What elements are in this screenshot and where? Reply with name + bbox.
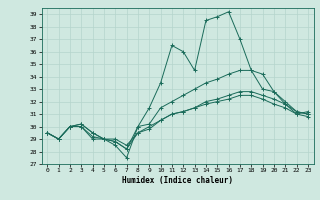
X-axis label: Humidex (Indice chaleur): Humidex (Indice chaleur) xyxy=(122,176,233,185)
